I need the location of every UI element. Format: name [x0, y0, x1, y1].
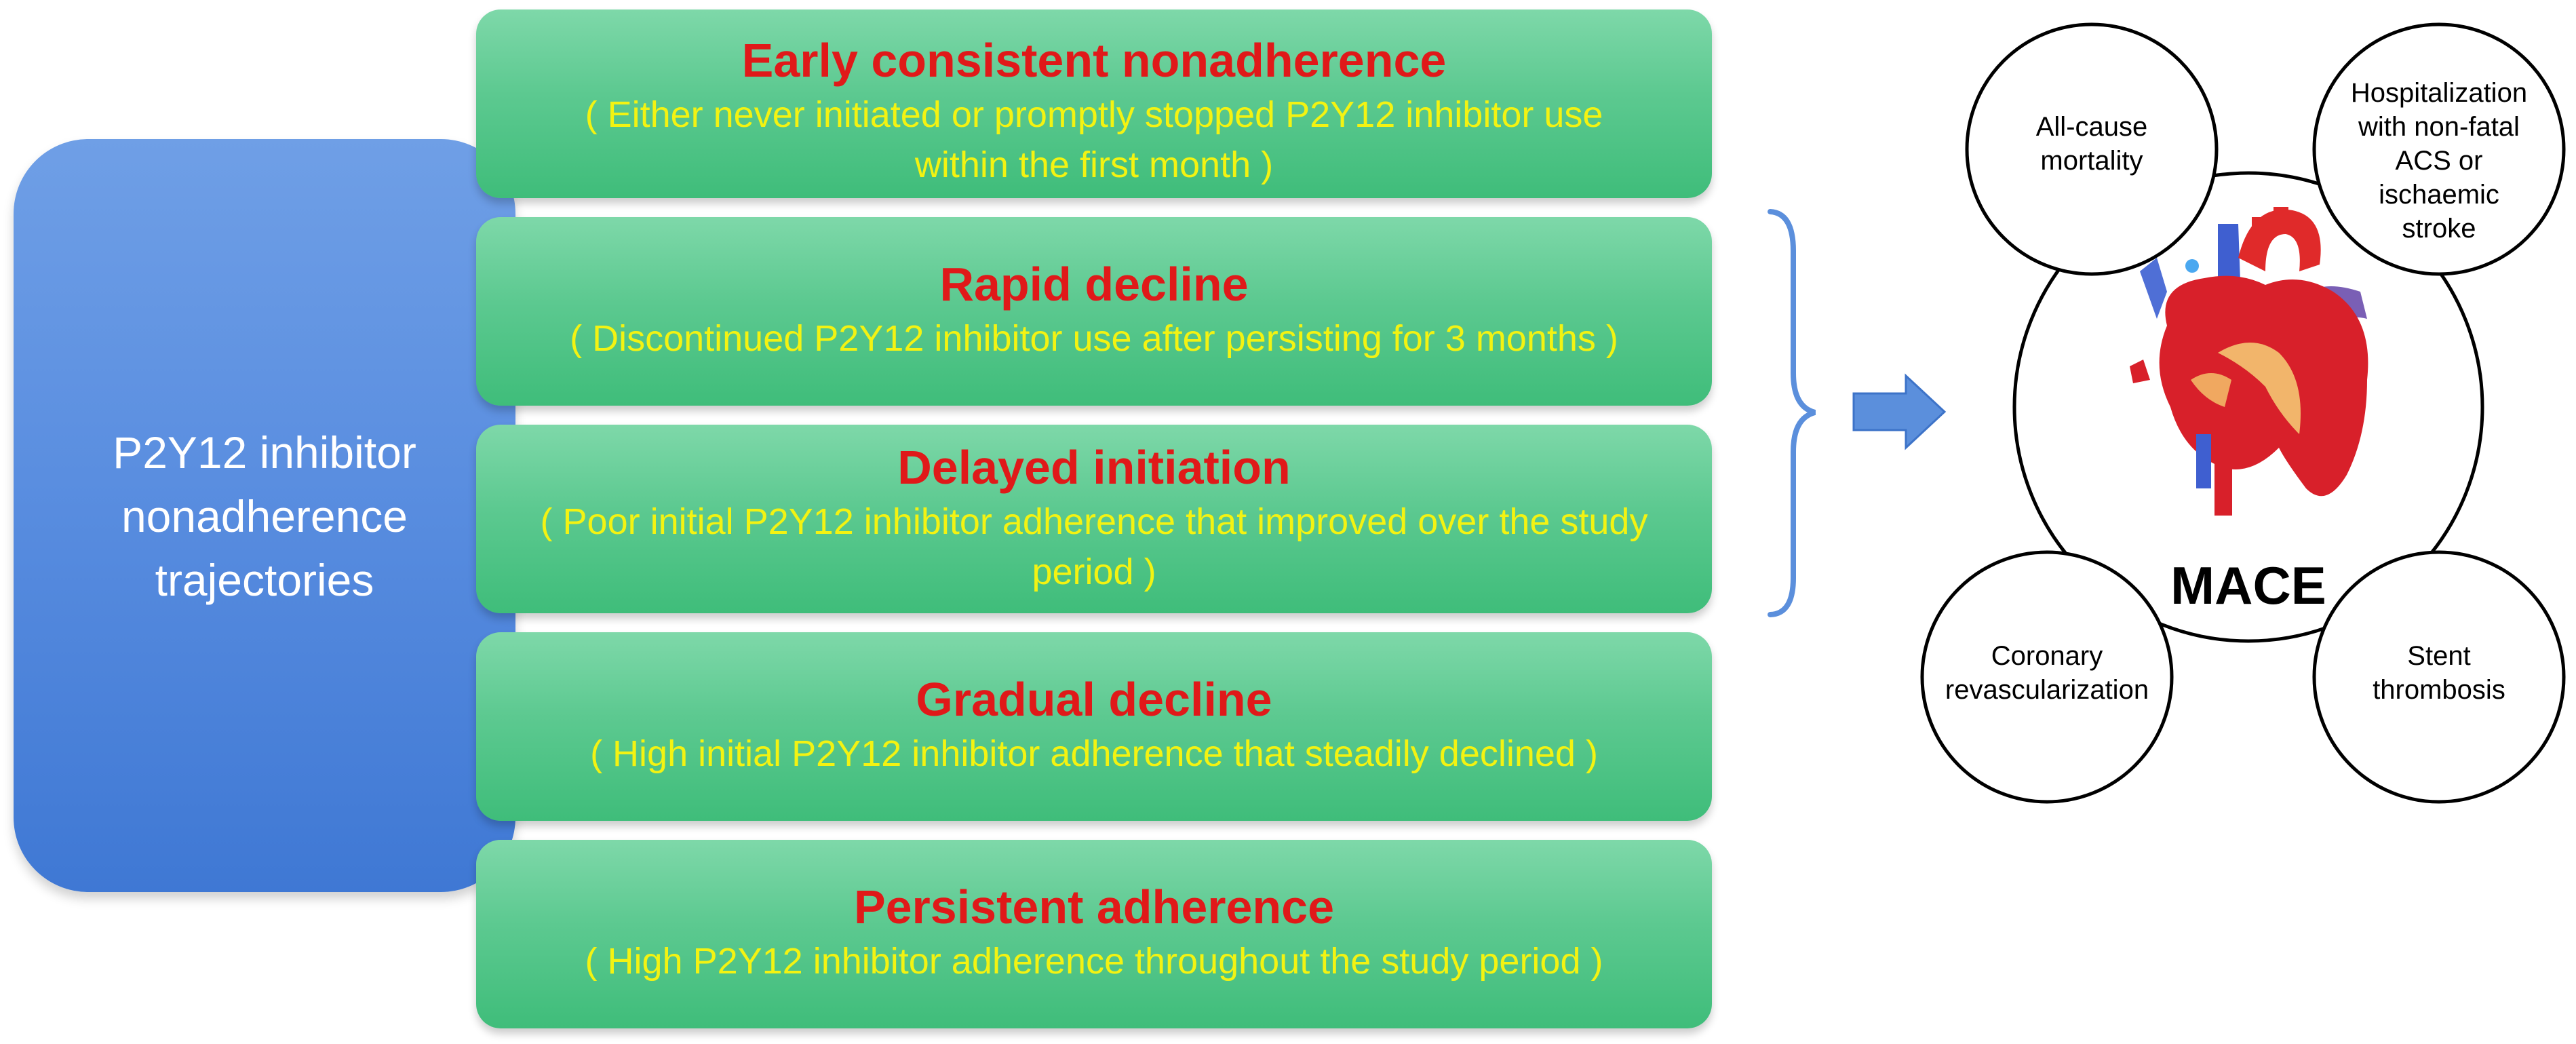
trajectory-title: Rapid decline — [939, 258, 1249, 311]
trajectories-category-label: P2Y12 inhibitor nonadherence trajectorie… — [14, 421, 515, 612]
trajectory-description: ( High initial P2Y12 inhibitor adherence… — [590, 733, 1598, 774]
trajectory-title: Early consistent nonadherence — [741, 34, 1447, 87]
trajectory-box-persistent-adherence: Persistent adherence ( High P2Y12 inhibi… — [476, 840, 1712, 1028]
coronary-revascularization-circle — [1920, 550, 2174, 804]
hospitalization-label-line1: Hospitalization — [2351, 78, 2527, 108]
coronary-label-line1: Coronary — [1991, 641, 2103, 671]
hospitalization-label-line2: with non-fatal — [2358, 112, 2520, 142]
trajectory-box-rapid-decline: Rapid decline ( Discontinued P2Y12 inhib… — [476, 217, 1712, 406]
mortality-label-line1: All-cause — [2036, 112, 2148, 142]
trajectories-category-box — [14, 139, 515, 892]
right-curly-brace — [1768, 209, 1816, 617]
hospitalization-label-line4: ischaemic — [2379, 180, 2499, 210]
trajectory-box-early-consistent-nonadherence: Early consistent nonadherence ( Either n… — [476, 9, 1712, 198]
trajectory-description: ( High P2Y12 inhibitor adherence through… — [585, 941, 1603, 982]
right-arrow-icon — [1852, 373, 1947, 450]
trajectory-box-gradual-decline: Gradual decline ( High initial P2Y12 inh… — [476, 632, 1712, 821]
coronary-label-line2: revascularization — [1945, 675, 2149, 705]
mace-outcomes-diagram: All-cause mortality Hospitalization with… — [1920, 22, 2566, 804]
hospitalization-circle — [2312, 22, 2566, 276]
central-label-line1: P2Y12 inhibitor — [113, 427, 416, 478]
stent-label-line1: Stent — [2407, 641, 2470, 671]
trajectory-title: Persistent adherence — [853, 881, 1335, 933]
hospitalization-label-line3: ACS or — [2396, 146, 2483, 176]
trajectory-description: ( Poor initial P2Y12 inhibitor adherence… — [540, 501, 1648, 592]
trajectory-description: ( Discontinued P2Y12 inhibitor use after… — [570, 318, 1618, 359]
stent-thrombosis-circle — [2312, 550, 2566, 804]
trajectory-box-delayed-initiation: Delayed initiation ( Poor initial P2Y12 … — [476, 425, 1712, 613]
stent-label-line2: thrombosis — [2373, 675, 2505, 705]
anatomical-heart-icon — [2130, 207, 2368, 516]
trajectory-description: ( Either never initiated or promptly sto… — [585, 94, 1603, 185]
central-label-line2: nonadherence — [121, 491, 408, 541]
central-label-line3: trajectories — [155, 555, 374, 605]
all-cause-mortality-circle — [1965, 22, 2219, 276]
hospitalization-label-line5: stroke — [2402, 214, 2476, 244]
trajectory-title: Gradual decline — [916, 673, 1272, 726]
mace-label: MACE — [2170, 556, 2326, 615]
mortality-label-line2: mortality — [2040, 146, 2143, 176]
grouping-bracket-and-arrow — [1768, 209, 1947, 617]
trajectory-title: Delayed initiation — [897, 441, 1291, 494]
